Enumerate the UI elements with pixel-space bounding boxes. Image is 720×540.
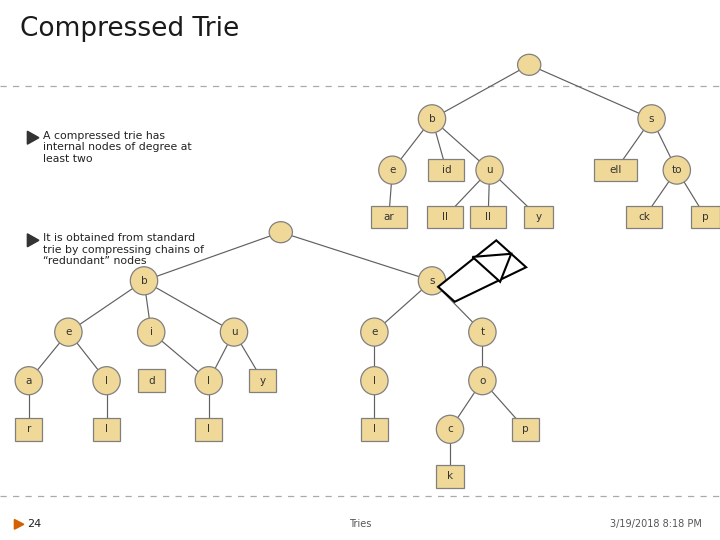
FancyBboxPatch shape: [138, 369, 165, 392]
Polygon shape: [27, 234, 39, 247]
Ellipse shape: [93, 367, 120, 395]
FancyBboxPatch shape: [594, 159, 637, 181]
FancyBboxPatch shape: [524, 206, 553, 228]
Text: to: to: [672, 165, 682, 175]
FancyBboxPatch shape: [361, 418, 388, 441]
FancyBboxPatch shape: [427, 206, 463, 228]
Text: a: a: [26, 376, 32, 386]
Ellipse shape: [361, 367, 388, 395]
Ellipse shape: [476, 156, 503, 184]
Text: It is obtained from standard
trie by compressing chains of
“redundant” nodes: It is obtained from standard trie by com…: [43, 233, 204, 266]
Ellipse shape: [130, 267, 158, 295]
Ellipse shape: [138, 318, 165, 346]
Text: b: b: [428, 114, 436, 124]
Text: ll: ll: [485, 212, 491, 222]
Text: l: l: [373, 424, 376, 434]
Text: ck: ck: [639, 212, 650, 222]
Ellipse shape: [518, 55, 541, 75]
Text: Compressed Trie: Compressed Trie: [20, 16, 240, 42]
FancyBboxPatch shape: [626, 206, 662, 228]
Text: ar: ar: [384, 212, 394, 222]
Text: y: y: [260, 376, 266, 386]
FancyBboxPatch shape: [93, 418, 120, 441]
Text: y: y: [536, 212, 541, 222]
Text: l: l: [105, 424, 108, 434]
FancyBboxPatch shape: [195, 418, 222, 441]
Ellipse shape: [436, 415, 464, 443]
Ellipse shape: [638, 105, 665, 133]
Ellipse shape: [15, 367, 42, 395]
Text: l: l: [373, 376, 376, 386]
Ellipse shape: [418, 105, 446, 133]
Polygon shape: [27, 131, 39, 144]
FancyBboxPatch shape: [15, 418, 42, 441]
Text: l: l: [207, 424, 210, 434]
FancyBboxPatch shape: [691, 206, 720, 228]
Text: s: s: [429, 276, 435, 286]
Text: t: t: [480, 327, 485, 337]
Text: i: i: [150, 327, 153, 337]
Polygon shape: [14, 519, 24, 529]
Text: l: l: [207, 376, 210, 386]
Ellipse shape: [195, 367, 222, 395]
Text: id: id: [441, 165, 451, 175]
Ellipse shape: [55, 318, 82, 346]
Text: e: e: [372, 327, 377, 337]
Text: e: e: [390, 165, 395, 175]
FancyBboxPatch shape: [371, 206, 407, 228]
Text: c: c: [447, 424, 453, 434]
Ellipse shape: [379, 156, 406, 184]
Text: 3/19/2018 8:18 PM: 3/19/2018 8:18 PM: [610, 519, 702, 529]
Text: e: e: [66, 327, 71, 337]
FancyBboxPatch shape: [436, 465, 464, 488]
Ellipse shape: [469, 318, 496, 346]
Text: l: l: [105, 376, 108, 386]
Ellipse shape: [418, 267, 446, 295]
FancyBboxPatch shape: [512, 418, 539, 441]
Polygon shape: [472, 254, 511, 282]
Text: u: u: [486, 165, 493, 175]
FancyBboxPatch shape: [428, 159, 464, 181]
Text: d: d: [148, 376, 155, 386]
Text: r: r: [27, 424, 31, 434]
FancyBboxPatch shape: [470, 206, 506, 228]
Text: u: u: [230, 327, 238, 337]
Polygon shape: [438, 240, 526, 302]
Text: 24: 24: [27, 519, 42, 529]
Text: ll: ll: [442, 212, 448, 222]
Ellipse shape: [361, 318, 388, 346]
Text: s: s: [649, 114, 654, 124]
Text: ell: ell: [609, 165, 622, 175]
Ellipse shape: [220, 318, 248, 346]
Ellipse shape: [663, 156, 690, 184]
Text: p: p: [522, 424, 529, 434]
Text: Tries: Tries: [348, 519, 372, 529]
Text: b: b: [140, 276, 148, 286]
Text: p: p: [702, 212, 709, 222]
Text: k: k: [447, 471, 453, 481]
Text: o: o: [480, 376, 485, 386]
FancyBboxPatch shape: [249, 369, 276, 392]
Text: A compressed trie has
internal nodes of degree at
least two: A compressed trie has internal nodes of …: [43, 131, 192, 164]
Ellipse shape: [469, 367, 496, 395]
Ellipse shape: [269, 222, 292, 243]
